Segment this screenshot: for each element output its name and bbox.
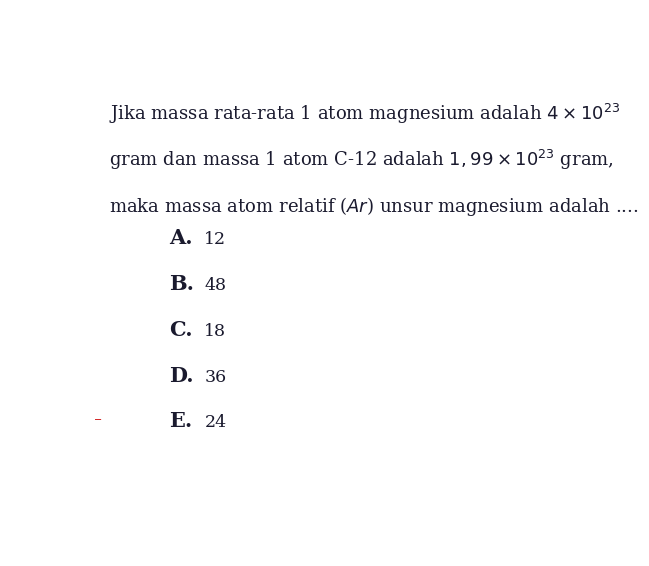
Text: gram dan massa 1 atom C-12 adalah $1, 99 \times 10^{23}$ gram,: gram dan massa 1 atom C-12 adalah $1, 99… (109, 148, 614, 172)
Text: 18: 18 (204, 323, 227, 340)
Text: C.: C. (169, 320, 193, 340)
Text: 12: 12 (204, 231, 227, 248)
Text: 36: 36 (204, 368, 227, 385)
Text: E.: E. (169, 411, 192, 431)
Text: −: − (93, 415, 102, 425)
Text: D.: D. (169, 366, 194, 385)
Text: B.: B. (169, 274, 194, 294)
Text: maka massa atom relatif ($Ar$) unsur magnesium adalah ....: maka massa atom relatif ($Ar$) unsur mag… (109, 195, 638, 218)
Text: 48: 48 (204, 277, 227, 294)
Text: 24: 24 (204, 414, 227, 431)
Text: A.: A. (169, 229, 193, 248)
Text: Jika massa rata-rata 1 atom magnesium adalah $4 \times 10^{23}$: Jika massa rata-rata 1 atom magnesium ad… (109, 102, 620, 126)
